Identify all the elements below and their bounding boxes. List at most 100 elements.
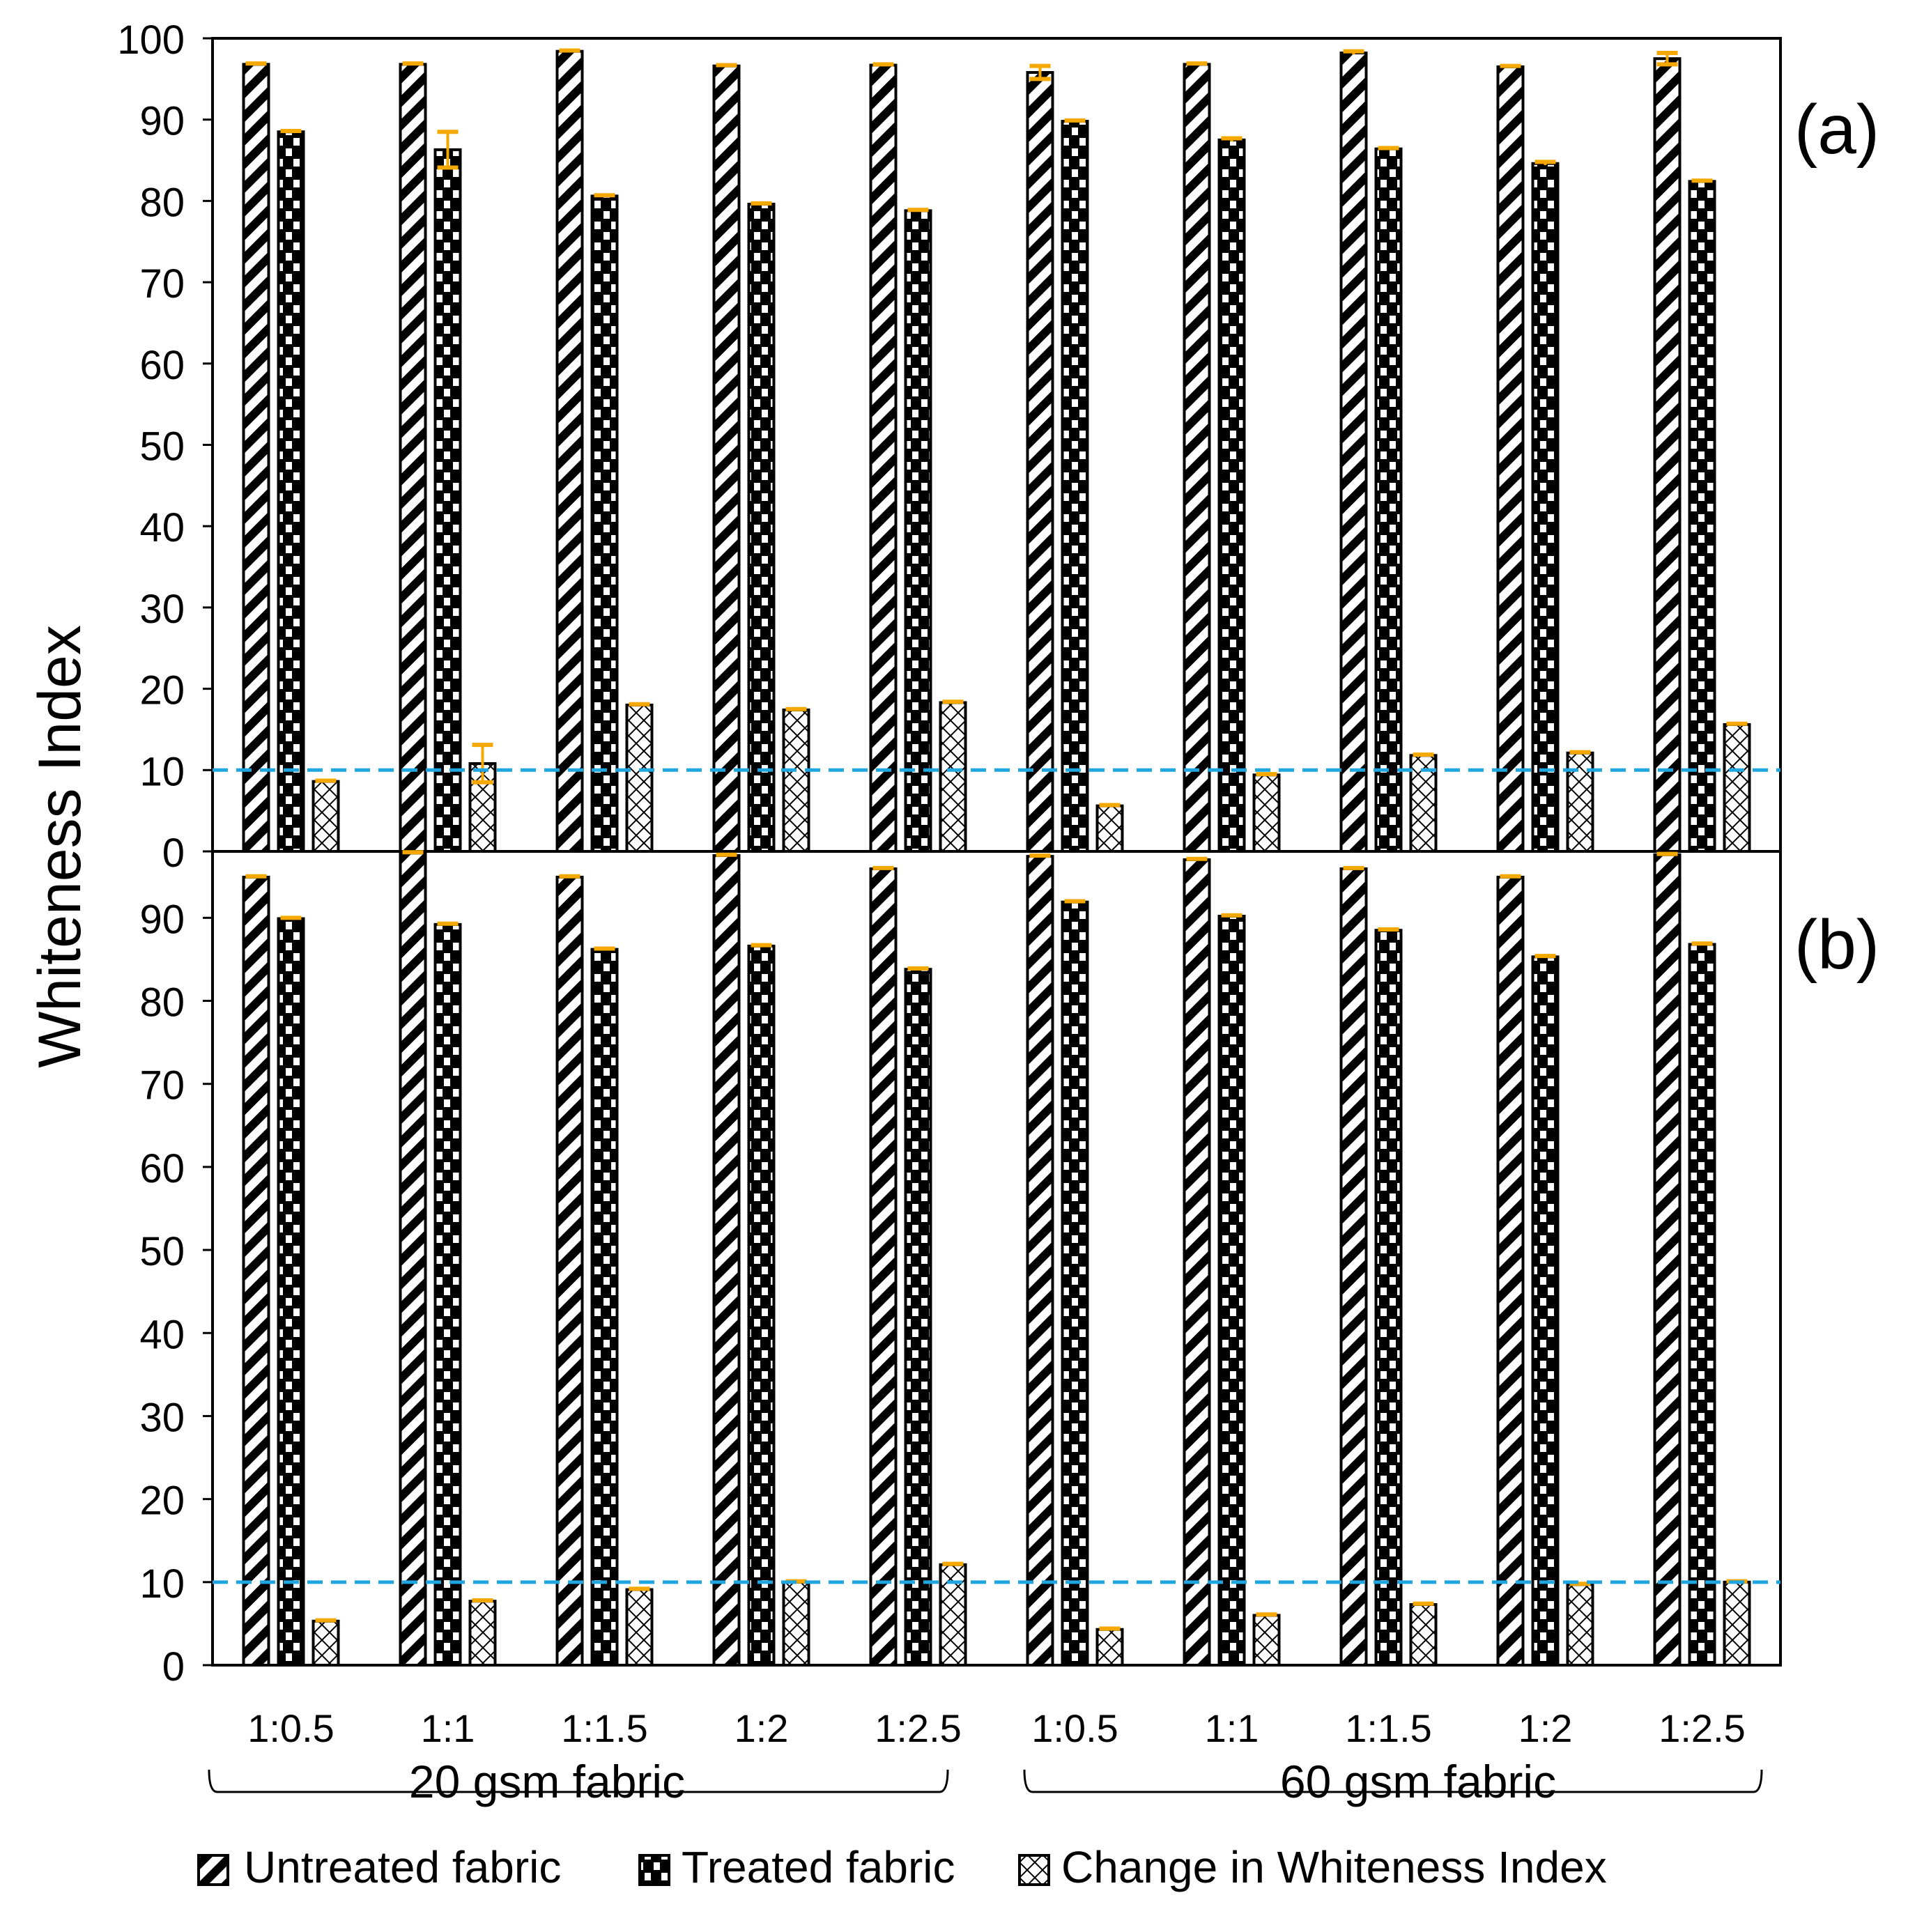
y-tick-label-b-10: 10	[139, 1561, 185, 1607]
bar-b-untreated-7	[1339, 867, 1368, 1667]
bar-a-treated-0	[277, 130, 305, 853]
y-tick-label-a-0: 0	[162, 830, 185, 876]
bar-b-change-1	[468, 1600, 497, 1667]
x-tick-label-6: 1:1	[1205, 1706, 1259, 1750]
y-tick-label-b-80: 80	[139, 980, 185, 1026]
y-tick-label-b-20: 20	[139, 1478, 185, 1524]
y-tick-label-a-80: 80	[139, 180, 185, 225]
bar-b-untreated-0	[242, 875, 270, 1667]
bar-b-treated-4	[904, 968, 932, 1667]
bar-a-treated-8	[1531, 162, 1560, 853]
plot-frame-b	[211, 850, 1782, 1667]
bar-b-change-6	[1252, 1614, 1281, 1667]
x-tick-label-7: 1:1.5	[1345, 1706, 1432, 1750]
bar-b-untreated-4	[869, 867, 898, 1667]
bar-a-change-4	[939, 701, 967, 853]
bar-b-untreated-6	[1183, 858, 1211, 1667]
y-tick-label-b-50: 50	[139, 1229, 185, 1274]
y-tick-label-a-30: 30	[139, 587, 185, 632]
bar-b-untreated-9	[1653, 853, 1682, 1667]
bar-a-treated-6	[1217, 138, 1246, 853]
bar-a-treated-5	[1061, 120, 1089, 853]
bar-a-treated-3	[747, 203, 776, 853]
y-tick-label-a-70: 70	[139, 261, 185, 307]
x-tick-label-9: 1:2.5	[1659, 1706, 1746, 1750]
bar-a-change-8	[1566, 751, 1594, 853]
x-tick-label-3: 1:2	[734, 1706, 789, 1750]
bar-a-untreated-2	[555, 49, 584, 853]
legend-label-untreated: Untreated fabric	[244, 1842, 561, 1892]
bar-a-treated-4	[904, 209, 932, 853]
bar-b-untreated-5	[1026, 855, 1054, 1667]
y-tick-label-b-70: 70	[139, 1063, 185, 1108]
group-label-20gsm: 20 gsm fabric	[409, 1756, 685, 1807]
bar-b-treated-6	[1217, 914, 1246, 1667]
panel-label-a: (a)	[1794, 91, 1879, 169]
bar-b-treated-3	[747, 944, 776, 1667]
bar-a-untreated-0	[242, 63, 270, 853]
x-tick-label-2: 1:1.5	[561, 1706, 648, 1750]
y-tick-label-a-20: 20	[139, 668, 185, 713]
overlay-layer	[213, 48, 1780, 1631]
bar-layer	[242, 49, 1751, 1667]
x-tick-label-1: 1:1	[421, 1706, 475, 1750]
bar-a-untreated-4	[869, 63, 898, 853]
bar-b-change-7	[1409, 1602, 1438, 1667]
bar-b-change-3	[782, 1580, 810, 1667]
bar-a-change-6	[1252, 773, 1281, 853]
x-tick-label-4: 1:2.5	[875, 1706, 962, 1750]
y-tick-label-b-0: 0	[162, 1644, 185, 1690]
y-tick-label-a-50: 50	[139, 424, 185, 470]
bar-b-treated-2	[590, 948, 619, 1667]
bar-b-treated-5	[1061, 900, 1089, 1667]
bar-a-untreated-8	[1496, 65, 1525, 853]
legend-swatch-change	[1018, 1854, 1050, 1886]
y-tick-label-b-60: 60	[139, 1146, 185, 1191]
bar-a-untreated-3	[712, 64, 741, 853]
legend-label-treated: Treated fabric	[682, 1842, 955, 1892]
bar-a-treated-9	[1688, 180, 1716, 853]
bar-b-untreated-2	[555, 875, 584, 1667]
bar-b-change-2	[625, 1588, 654, 1667]
bar-b-treated-0	[277, 917, 305, 1667]
x-tick-label-8: 1:2	[1518, 1706, 1573, 1750]
bar-a-change-0	[311, 780, 340, 853]
bar-a-untreated-7	[1339, 52, 1368, 853]
bar-b-change-8	[1566, 1583, 1594, 1667]
legend: Untreated fabric Treated fabric Change i…	[197, 1842, 1607, 1892]
bar-b-change-4	[939, 1563, 967, 1667]
bar-b-change-0	[311, 1619, 340, 1667]
y-tick-label-a-10: 10	[139, 749, 185, 794]
bar-a-treated-7	[1374, 147, 1403, 853]
bar-b-change-9	[1723, 1580, 1751, 1667]
bar-a-untreated-1	[399, 63, 427, 853]
panel-label-b: (b)	[1794, 906, 1879, 984]
bar-a-change-3	[782, 708, 810, 853]
bar-a-change-5	[1095, 804, 1124, 853]
legend-swatch-untreated	[197, 1854, 229, 1886]
bar-a-change-9	[1723, 722, 1751, 853]
bar-b-untreated-3	[712, 853, 741, 1667]
bar-a-untreated-5	[1026, 71, 1054, 853]
bar-a-treated-1	[433, 148, 462, 853]
group-bracket-20gsm	[208, 1769, 949, 1793]
bar-b-change-5	[1095, 1628, 1124, 1667]
y-tick-label-b-90: 90	[139, 897, 185, 942]
group-bracket-60gsm	[1023, 1769, 1763, 1793]
bar-a-untreated-6	[1183, 63, 1211, 853]
y-tick-label-a-60: 60	[139, 343, 185, 388]
x-tick-label-0: 1:0.5	[247, 1706, 334, 1750]
bar-a-untreated-9	[1653, 57, 1682, 853]
y-tick-label-b-40: 40	[139, 1312, 185, 1357]
bar-b-treated-1	[433, 922, 462, 1667]
y-tick-label-a-40: 40	[139, 505, 185, 550]
bar-b-treated-7	[1374, 929, 1403, 1667]
bar-b-treated-8	[1531, 955, 1560, 1667]
legend-label-change: Change in Whiteness Index	[1061, 1842, 1607, 1892]
y-tick-label-a-100: 100	[117, 17, 185, 63]
group-label-60gsm: 60 gsm fabric	[1280, 1756, 1556, 1807]
x-tick-labels: 1:0.5 1:1 1:1.5 1:2 1:2.5 1:0.5 1:1 1:1.5 1:2 1:2…	[247, 1706, 1746, 1750]
bar-b-treated-9	[1688, 943, 1716, 1667]
